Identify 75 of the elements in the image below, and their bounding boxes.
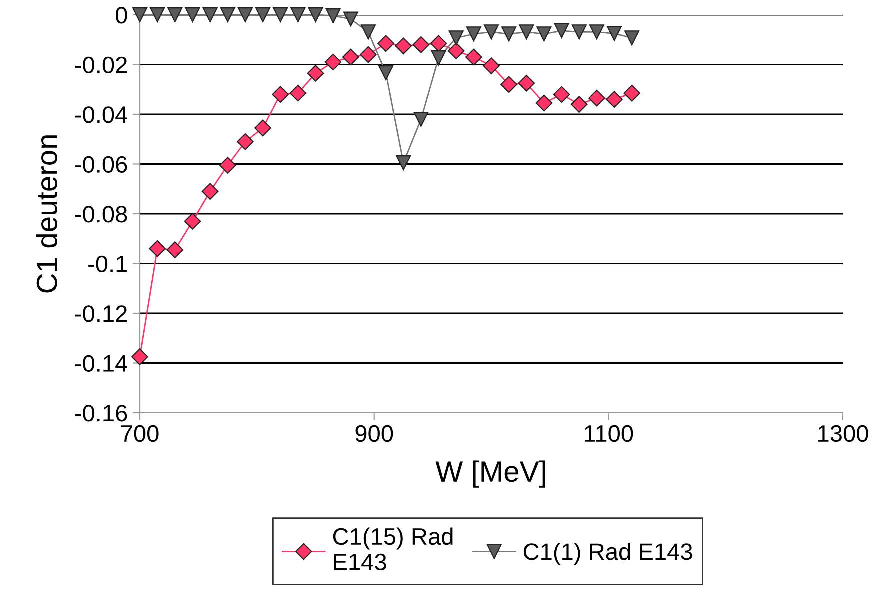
point	[624, 84, 641, 102]
point	[589, 24, 604, 40]
point	[254, 120, 272, 137]
point	[308, 8, 324, 22]
point	[572, 24, 587, 40]
point	[554, 23, 570, 38]
point	[500, 76, 518, 94]
point	[326, 8, 341, 24]
point	[360, 24, 376, 40]
legend-label: C1(1) Rad E143	[524, 542, 692, 565]
point	[202, 8, 218, 22]
point	[132, 8, 148, 22]
point	[272, 86, 290, 104]
point	[342, 48, 360, 66]
point	[412, 36, 430, 54]
y-tick-label: -0.02	[75, 56, 128, 74]
y-tick-label: -0.12	[75, 306, 128, 322]
point	[466, 48, 482, 66]
y-tick-label: 0	[116, 7, 128, 24]
y-tick-label: -0.06	[75, 156, 128, 174]
point	[502, 26, 517, 42]
y-tick-label: -0.16	[75, 405, 128, 422]
point	[307, 65, 324, 82]
point	[519, 24, 534, 40]
point	[149, 240, 166, 258]
point	[378, 65, 394, 80]
point	[607, 26, 622, 42]
point	[448, 30, 464, 46]
point	[256, 8, 271, 22]
point	[624, 30, 640, 46]
point	[553, 86, 570, 104]
point	[290, 84, 307, 102]
x-tick-label: 700	[122, 425, 159, 442]
point	[606, 91, 623, 108]
point	[185, 8, 200, 22]
x-tick-label: 1100	[585, 425, 634, 442]
x-axis-title: W [MeV]	[436, 460, 546, 488]
point	[237, 133, 254, 150]
point	[448, 42, 465, 60]
y-tick-label: -0.04	[75, 106, 128, 124]
point	[238, 8, 253, 22]
point	[588, 90, 606, 107]
point	[431, 50, 446, 66]
point	[219, 157, 236, 174]
point	[430, 35, 448, 52]
point	[484, 24, 499, 40]
point	[466, 26, 482, 42]
point	[395, 38, 412, 55]
legend-label: C1(15) Rad E143	[333, 528, 453, 571]
point	[273, 8, 288, 22]
point	[396, 156, 412, 171]
point	[202, 183, 219, 200]
point	[536, 94, 553, 112]
point	[570, 96, 588, 113]
point	[343, 12, 358, 27]
x-tick-label: 900	[356, 425, 394, 442]
point	[518, 74, 536, 92]
point	[220, 8, 236, 22]
point	[536, 26, 552, 42]
point	[324, 54, 342, 71]
y-tick-label: -0.14	[75, 355, 128, 372]
point	[166, 242, 184, 258]
point	[414, 112, 429, 127]
point	[360, 46, 377, 64]
y-tick-label: -0.1	[88, 256, 128, 273]
point	[378, 35, 394, 52]
point	[168, 8, 183, 22]
y-tick-label: -0.08	[75, 206, 128, 223]
point	[150, 8, 166, 22]
x-tick-label: 1300	[818, 425, 868, 442]
point	[184, 213, 202, 230]
y-axis-title: C1 deuteron	[36, 136, 58, 293]
point	[483, 58, 500, 74]
point	[290, 8, 306, 22]
point	[132, 348, 148, 366]
